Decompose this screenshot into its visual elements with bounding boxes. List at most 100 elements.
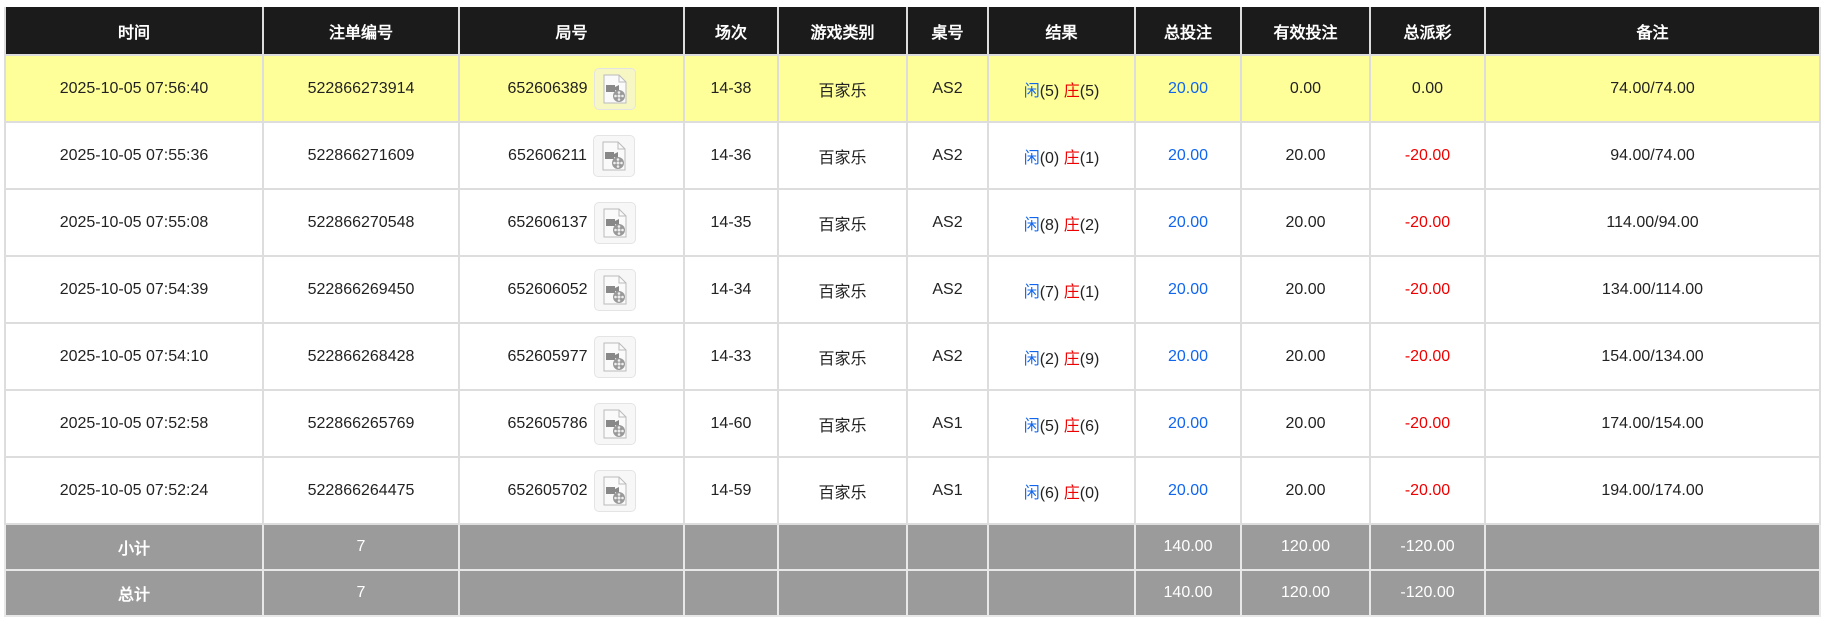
- table-no-cell: AS2: [906, 255, 989, 324]
- valid-bet-cell: 20.00: [1240, 322, 1371, 391]
- banker-score: (1): [1079, 149, 1100, 167]
- total-bet-cell: 20.00: [1134, 255, 1242, 324]
- payout-cell: 0.00: [1369, 54, 1486, 123]
- table-row: 2025-10-05 07:52:24 522866264475 652605702…: [4, 456, 1821, 525]
- total-payout: -120.00: [1369, 569, 1486, 617]
- banker-label: 庄: [1063, 484, 1080, 502]
- player-label: 闲: [1023, 350, 1040, 368]
- player-score: (6): [1039, 484, 1060, 502]
- result-cell: 闲(0) 庄(1): [987, 121, 1136, 190]
- player-score: (5): [1039, 82, 1060, 100]
- order-id-cell: 522866273914: [262, 54, 460, 123]
- session-cell: 14-38: [683, 54, 779, 123]
- header-round-id: 局号: [458, 7, 685, 56]
- valid-bet-cell: 20.00: [1240, 188, 1371, 257]
- video-file-icon[interactable]: [593, 469, 636, 512]
- table-no-cell: AS2: [906, 54, 989, 123]
- empty-cell: [987, 569, 1136, 617]
- header-valid-bet: 有效投注: [1240, 7, 1371, 56]
- result-cell: 闲(8) 庄(2): [987, 188, 1136, 257]
- round-id: 652606389: [507, 79, 588, 97]
- banker-label: 庄: [1063, 216, 1080, 234]
- table-no-cell: AS1: [906, 456, 989, 525]
- payout-cell: -20.00: [1369, 188, 1486, 257]
- total-row: 总计 7 140.00 120.00 -120.00: [4, 569, 1821, 617]
- order-id-cell: 522866270548: [262, 188, 460, 257]
- header-note: 备注: [1484, 7, 1821, 56]
- total-bet-cell: 20.00: [1134, 188, 1242, 257]
- note-cell: 134.00/114.00: [1484, 255, 1821, 324]
- time-cell: 2025-10-05 07:52:24: [4, 456, 264, 525]
- round-id-cell: 652605977: [458, 322, 685, 391]
- payout-cell: -20.00: [1369, 389, 1486, 458]
- note-cell: 154.00/134.00: [1484, 322, 1821, 391]
- video-file-icon[interactable]: [593, 335, 636, 378]
- time-cell: 2025-10-05 07:55:36: [4, 121, 264, 190]
- table-row: 2025-10-05 07:54:10 522866268428 652605977…: [4, 322, 1821, 391]
- banker-score: (2): [1079, 216, 1100, 234]
- round-id: 652606052: [507, 280, 588, 298]
- player-label: 闲: [1023, 283, 1040, 301]
- empty-cell: [458, 569, 685, 617]
- valid-bet-cell: 20.00: [1240, 255, 1371, 324]
- video-file-icon[interactable]: [593, 201, 636, 244]
- empty-cell: [683, 569, 779, 617]
- table-no-cell: AS2: [906, 121, 989, 190]
- banker-score: (1): [1079, 283, 1100, 301]
- total-count: 7: [262, 569, 460, 617]
- banker-label: 庄: [1063, 82, 1080, 100]
- subtotal-valid: 120.00: [1240, 523, 1371, 571]
- game-type-cell: 百家乐: [777, 121, 908, 190]
- game-type-cell: 百家乐: [777, 54, 908, 123]
- order-id-cell: 522866265769: [262, 389, 460, 458]
- session-cell: 14-34: [683, 255, 779, 324]
- empty-cell: [906, 569, 989, 617]
- order-id-cell: 522866269450: [262, 255, 460, 324]
- payout-cell: -20.00: [1369, 121, 1486, 190]
- empty-cell: [458, 523, 685, 571]
- player-label: 闲: [1023, 484, 1040, 502]
- video-file-icon[interactable]: [593, 402, 636, 445]
- header-total-bet: 总投注: [1134, 7, 1242, 56]
- round-id-cell: 652606052: [458, 255, 685, 324]
- header-total-payout: 总派彩: [1369, 7, 1486, 56]
- banker-score: (6): [1079, 417, 1100, 435]
- empty-cell: [906, 523, 989, 571]
- empty-cell: [1484, 523, 1821, 571]
- session-cell: 14-33: [683, 322, 779, 391]
- time-cell: 2025-10-05 07:52:58: [4, 389, 264, 458]
- total-bet-cell: 20.00: [1134, 389, 1242, 458]
- table-no-cell: AS2: [906, 188, 989, 257]
- player-score: (0): [1039, 149, 1060, 167]
- total-bet-cell: 20.00: [1134, 322, 1242, 391]
- banker-score: (0): [1079, 484, 1100, 502]
- result-cell: 闲(5) 庄(5): [987, 54, 1136, 123]
- table-row: 2025-10-05 07:55:08 522866270548 652606137…: [4, 188, 1821, 257]
- video-file-icon[interactable]: [593, 268, 636, 311]
- header-table-no: 桌号: [906, 7, 989, 56]
- result-cell: 闲(6) 庄(0): [987, 456, 1136, 525]
- round-id-cell: 652606137: [458, 188, 685, 257]
- video-file-icon[interactable]: [593, 67, 636, 110]
- round-id-cell: 652606389: [458, 54, 685, 123]
- valid-bet-cell: 20.00: [1240, 389, 1371, 458]
- banker-score: (9): [1079, 350, 1100, 368]
- total-label: 总计: [4, 569, 264, 617]
- game-type-cell: 百家乐: [777, 322, 908, 391]
- header-order-id: 注单编号: [262, 7, 460, 56]
- table-row: 2025-10-05 07:56:40 522866273914 652606389…: [4, 54, 1821, 123]
- bet-records-table: 时间 注单编号 局号 场次 游戏类别 桌号 结果 总投注 有效投注 总派彩 备注 2025-10-0…: [4, 7, 1821, 617]
- banker-label: 庄: [1063, 417, 1080, 435]
- total-bet-cell: 20.00: [1134, 54, 1242, 123]
- banker-label: 庄: [1063, 149, 1080, 167]
- note-cell: 194.00/174.00: [1484, 456, 1821, 525]
- empty-cell: [683, 523, 779, 571]
- note-cell: 94.00/74.00: [1484, 121, 1821, 190]
- time-cell: 2025-10-05 07:56:40: [4, 54, 264, 123]
- round-id: 652605702: [507, 481, 588, 499]
- player-score: (8): [1039, 216, 1060, 234]
- session-cell: 14-59: [683, 456, 779, 525]
- video-file-icon[interactable]: [592, 134, 635, 177]
- round-id: 652606211: [508, 146, 587, 164]
- order-id-cell: 522866268428: [262, 322, 460, 391]
